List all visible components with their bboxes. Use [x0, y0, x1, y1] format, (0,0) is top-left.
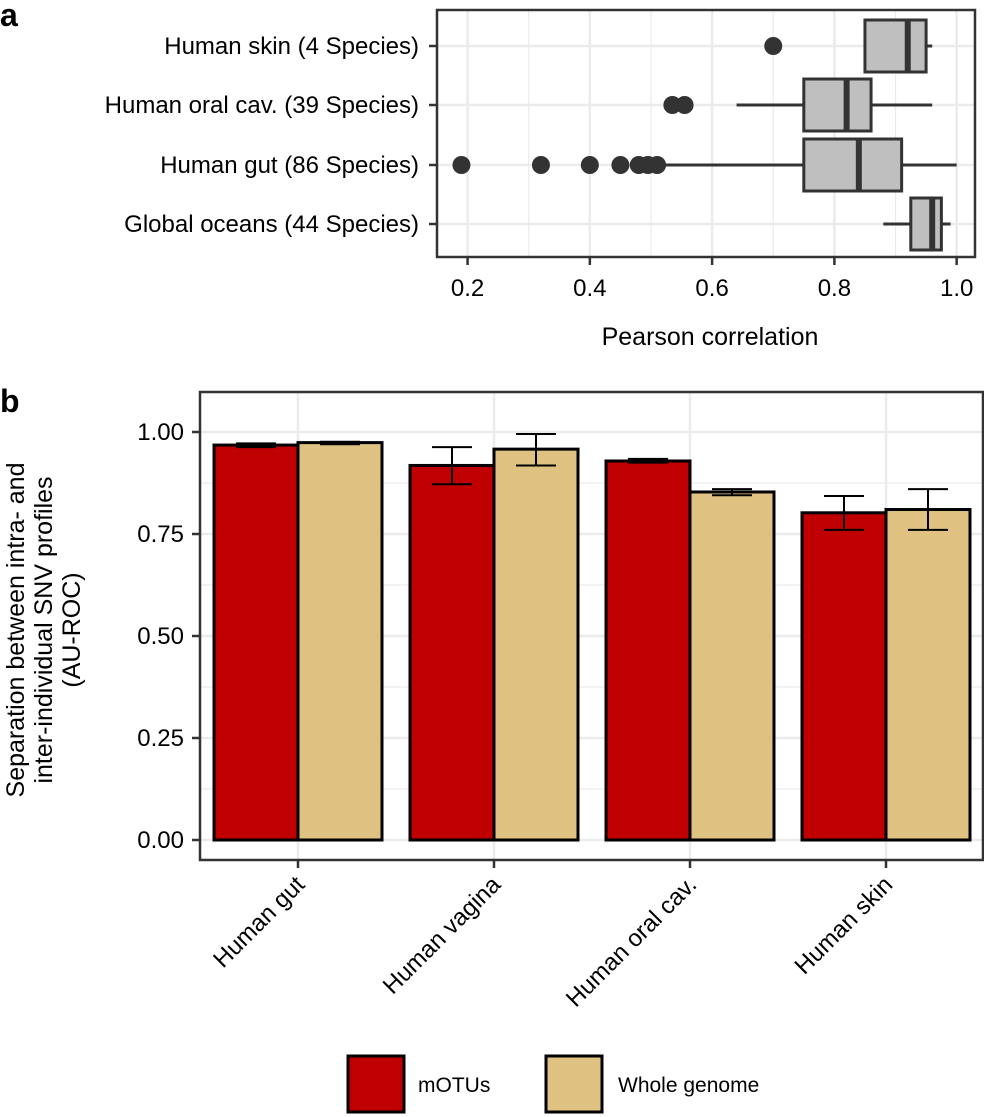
error-bar [712, 488, 752, 497]
outlier-point [611, 156, 630, 174]
error-bar [628, 457, 668, 464]
ylabel-line-2: inter-individual SNV profiles [30, 476, 58, 783]
error-bar [908, 488, 948, 531]
legend: mOTUs Whole genome [346, 1054, 759, 1114]
panel-b-label: b [0, 383, 20, 419]
panel-b-ylabel: Separation between intra- and inter-indi… [2, 463, 86, 798]
outlier-point [648, 156, 667, 174]
x-tick-label: Human skin [790, 871, 899, 980]
box [802, 77, 873, 133]
box [863, 18, 928, 74]
bar-whole-genome [688, 490, 776, 842]
y-tick-label: 1.00 [137, 419, 184, 446]
bar-motus [604, 459, 692, 842]
outlier-point [675, 96, 694, 114]
bar-motus [212, 443, 300, 842]
y-tick-label: Human gut (86 Species) [160, 152, 419, 179]
error-bar [236, 442, 276, 449]
legend-swatch-motus [346, 1054, 406, 1114]
error-bar [824, 495, 864, 531]
plot-frame [198, 390, 984, 862]
y-tick-label: 0.25 [137, 725, 184, 752]
legend-label-whole-genome: Whole genome [618, 1074, 759, 1097]
bar-whole-genome [884, 508, 972, 842]
plot-frame [435, 8, 977, 259]
error-bar [320, 440, 360, 446]
x-tick-label: 0.2 [451, 275, 484, 302]
y-tick-label: 0.00 [137, 827, 184, 854]
y-tick-label: Human oral cav. (39 Species) [105, 92, 419, 119]
x-tick-label: 1.0 [940, 275, 973, 302]
legend-swatch-whole-genome [544, 1054, 604, 1114]
x-tick-label: Human oral cav. [561, 871, 702, 1012]
bar-motus [800, 511, 888, 842]
ylabel-line-1: Separation between intra- and [2, 463, 30, 798]
panel-a-boxplot: Human skin (4 Species) Human oral cav. (3… [105, 8, 977, 302]
x-tick-label: Human vagina [378, 871, 507, 1000]
bar-whole-genome [296, 441, 384, 842]
y-tick-label: Global oceans (44 Species) [124, 211, 419, 238]
legend-label-motus: mOTUs [418, 1074, 490, 1097]
x-tick-label: 0.4 [573, 275, 606, 302]
ylabel-line-3: (AU-ROC) [58, 572, 86, 687]
x-tick-label: 0.8 [818, 275, 851, 302]
panel-a-label: a [0, 0, 18, 33]
error-bar [516, 433, 556, 467]
error-bar [432, 446, 472, 486]
x-tick-label: Human gut [208, 871, 310, 973]
bar-whole-genome [492, 447, 580, 842]
outlier-point [764, 37, 783, 55]
box [802, 137, 904, 193]
bar-motus [408, 463, 496, 842]
panel-a-xlabel: Pearson correlation [602, 323, 819, 351]
x-tick-label: 0.6 [695, 275, 728, 302]
box [909, 196, 943, 252]
y-tick-label: 0.50 [137, 623, 184, 650]
outlier-point [531, 156, 550, 174]
y-tick-label: Human skin (4 Species) [164, 33, 419, 60]
outlier-point [580, 156, 599, 174]
y-tick-label: 0.75 [137, 521, 184, 548]
panel-b-barchart: 0.00 0.25 0.50 0.75 1.00 Human gut Human vagin… [137, 390, 984, 1013]
outlier-point [452, 156, 471, 174]
